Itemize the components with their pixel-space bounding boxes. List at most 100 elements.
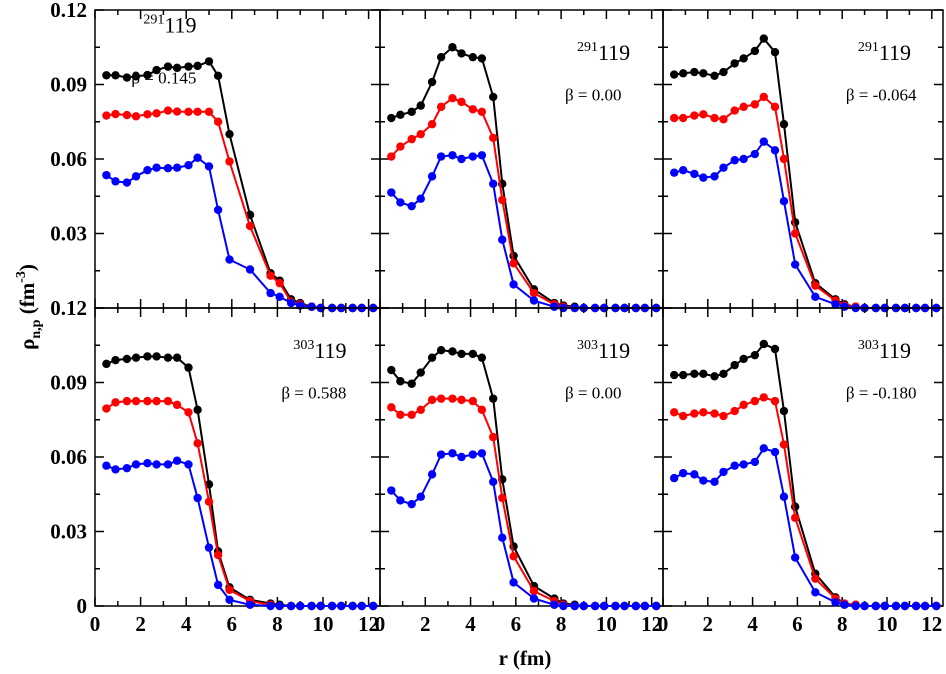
data-point-red — [407, 410, 416, 419]
nucleus-label: 303119 — [293, 338, 346, 363]
data-point-black — [152, 352, 161, 361]
data-point-black — [436, 52, 446, 62]
data-point-blue — [436, 152, 446, 161]
data-point-red — [122, 396, 132, 406]
data-point-red — [759, 92, 768, 102]
data-point-blue — [357, 601, 366, 611]
data-point-red — [750, 396, 760, 406]
data-point-black — [396, 377, 405, 386]
data-point-black — [699, 369, 708, 379]
data-point-red — [750, 100, 760, 109]
panel-p291-0.145: 291119 β = 0.145 — [94, 9, 381, 313]
data-point-blue — [213, 580, 223, 590]
data-point-black — [213, 71, 223, 81]
data-point-black — [719, 67, 728, 77]
data-point-blue — [427, 172, 437, 181]
data-point-blue — [193, 493, 202, 503]
data-point-red — [172, 107, 182, 116]
data-point-red — [436, 102, 446, 112]
data-point-blue — [448, 449, 457, 458]
data-point-black — [111, 355, 120, 365]
data-point-blue — [489, 477, 498, 487]
nucleus-label: 291119 — [143, 12, 196, 37]
data-point-black — [770, 344, 780, 354]
data-point-blue — [759, 137, 768, 146]
data-point-red — [172, 400, 182, 410]
data-point-black — [719, 369, 728, 379]
y-axis-title: ρn,p (fm-3) — [14, 264, 44, 350]
data-point-blue — [448, 151, 457, 160]
data-point-blue — [759, 444, 768, 453]
data-point-blue — [770, 146, 780, 155]
data-point-blue — [407, 499, 416, 509]
data-point-red — [457, 97, 466, 107]
data-point-red — [739, 400, 748, 410]
data-point-red — [184, 408, 193, 417]
data-point-blue — [860, 601, 869, 611]
data-point-blue — [570, 601, 579, 611]
data-point-blue — [213, 205, 223, 215]
nucleus-z: 119 — [879, 338, 911, 363]
data-point-blue — [699, 173, 708, 182]
data-point-black — [779, 120, 789, 129]
data-point-blue — [851, 601, 860, 611]
data-point-blue — [416, 194, 425, 203]
nucleus-mass: 291 — [858, 40, 879, 55]
data-point-black — [678, 370, 688, 380]
data-point-red — [477, 405, 487, 415]
y-tick-label: 0.03 — [50, 520, 87, 544]
data-point-red — [529, 586, 539, 596]
data-point-blue — [631, 601, 641, 611]
data-point-red — [489, 133, 498, 143]
data-point-blue — [427, 470, 437, 479]
data-point-black — [678, 69, 688, 78]
data-point-red — [436, 394, 446, 403]
data-point-red — [457, 395, 466, 405]
data-point-blue — [770, 447, 780, 457]
data-point-blue — [172, 163, 182, 172]
nucleus-mass: 291 — [143, 12, 164, 27]
data-point-black — [427, 353, 437, 362]
series-line-red — [106, 109, 374, 309]
data-point-black — [193, 61, 202, 71]
data-point-red — [275, 278, 284, 288]
data-point-blue — [131, 172, 141, 181]
data-point-blue — [498, 235, 507, 244]
data-point-blue — [831, 598, 840, 607]
data-point-black — [730, 360, 739, 370]
data-point-black — [448, 43, 457, 52]
data-point-blue — [163, 163, 173, 173]
x-axis-title: r (fm) — [499, 646, 552, 670]
data-point-blue — [266, 601, 275, 611]
data-point-black — [468, 52, 478, 62]
data-point-blue — [699, 476, 708, 485]
x-tick-label: 6 — [792, 612, 803, 636]
data-point-blue — [307, 302, 316, 311]
data-point-red — [770, 102, 780, 112]
data-point-black — [759, 34, 768, 43]
data-point-red — [266, 271, 275, 280]
data-point-blue — [225, 255, 234, 264]
data-point-red — [396, 410, 405, 419]
y-tick-label: 0 — [77, 594, 88, 618]
x-tick-label: 4 — [465, 612, 476, 636]
data-point-red — [670, 408, 679, 417]
data-point-black — [489, 394, 498, 403]
data-point-red — [111, 398, 120, 407]
data-point-blue — [193, 153, 202, 162]
data-point-blue — [286, 601, 296, 611]
y-tick-label: 0.06 — [50, 147, 87, 171]
data-point-blue — [245, 600, 255, 609]
data-point-black — [387, 113, 396, 123]
data-point-red — [213, 550, 223, 560]
x-tick-label: 6 — [511, 612, 522, 636]
data-point-red — [468, 396, 478, 406]
series-line-blue — [673, 140, 937, 309]
data-point-blue — [920, 601, 930, 611]
data-point-blue — [840, 600, 849, 609]
series-line-blue — [673, 447, 937, 607]
x-tick-label: 0 — [658, 612, 669, 636]
data-point-red — [489, 432, 498, 442]
data-point-red — [719, 411, 728, 421]
